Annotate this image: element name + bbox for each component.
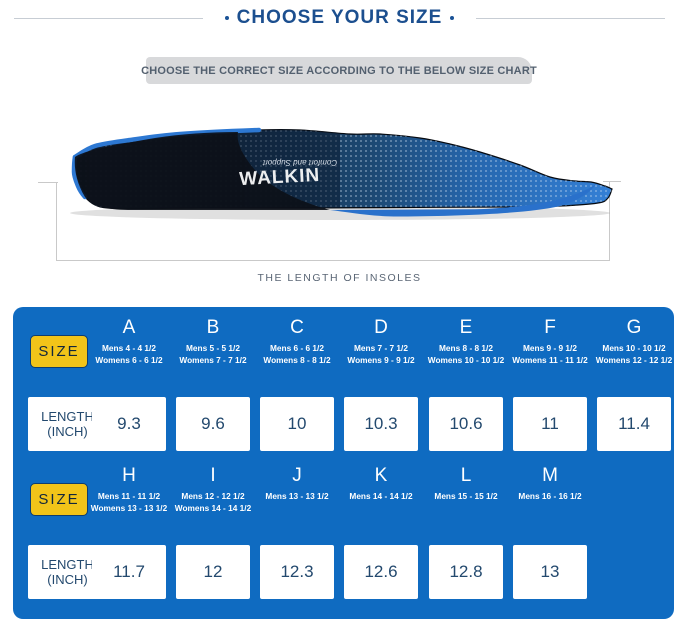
svg-text:WALKIN: WALKIN (239, 165, 321, 190)
